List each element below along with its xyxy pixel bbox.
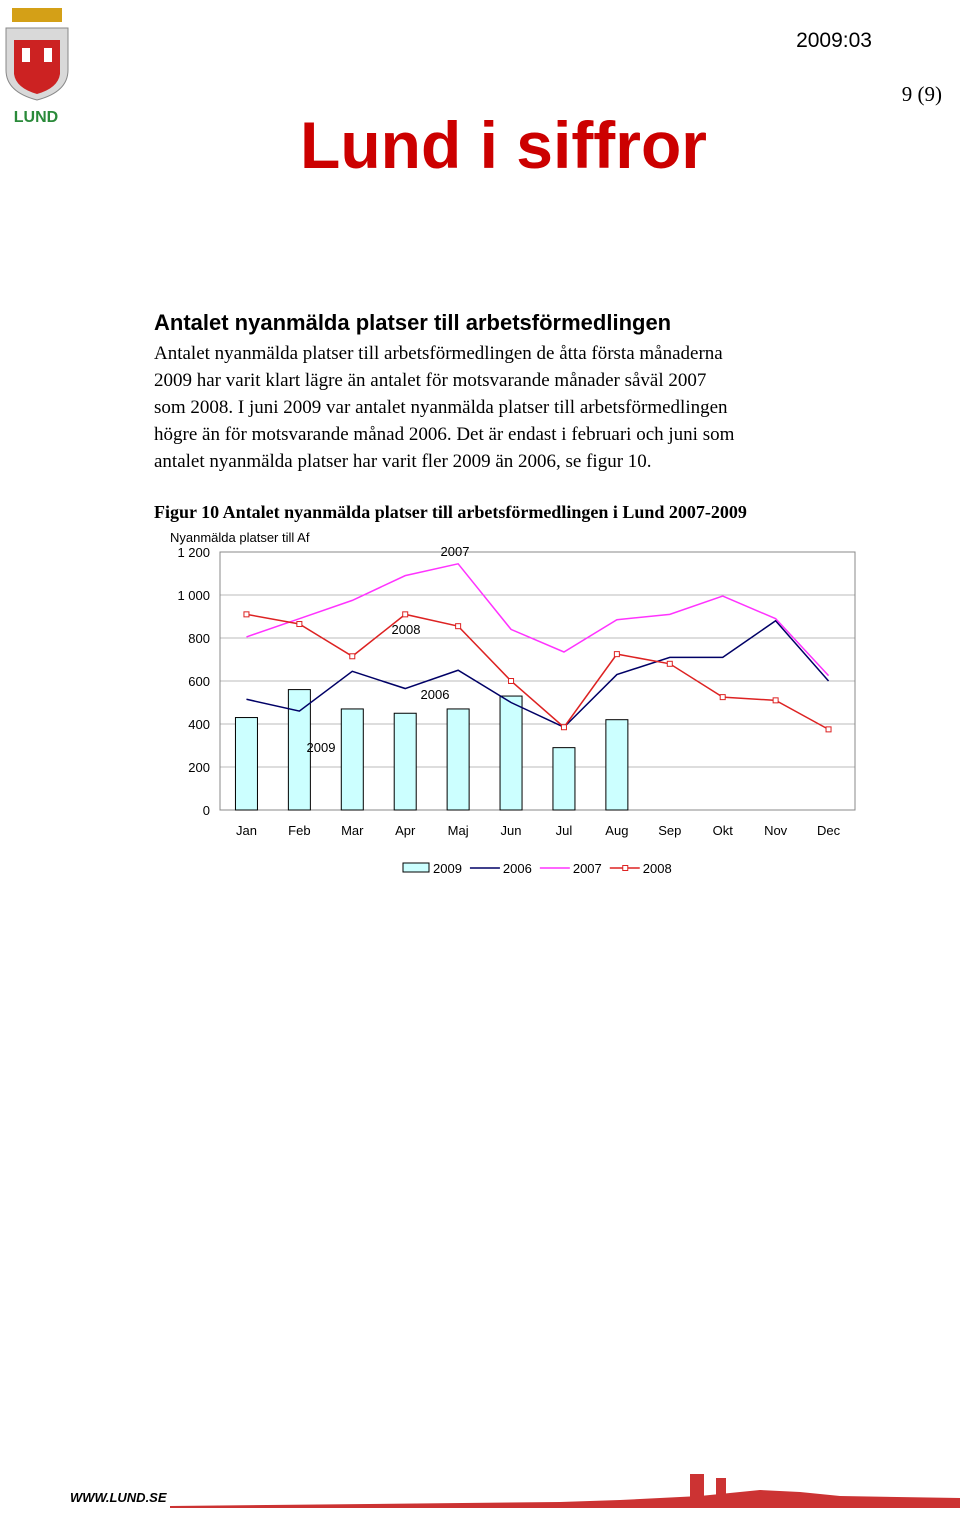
legend-marker [622, 865, 629, 871]
x-tick-label: Nov [764, 823, 788, 838]
chart: 0 200 400 600 800 1 000 1 200 Jan Feb Mar Apr Maj Ju… [177, 544, 856, 876]
bar [499, 695, 523, 811]
y-tick-label: 200 [188, 760, 210, 775]
marker [296, 621, 303, 628]
line-series [246, 619, 830, 729]
marker [508, 678, 515, 684]
x-tick-label: Apr [395, 823, 416, 838]
report-code: 2009:03 [796, 29, 872, 52]
y-tick-label: 1 000 [177, 588, 210, 603]
legend-label: 2008 [643, 861, 672, 876]
body-line: 2009 har varit klart lägre än antalet fö… [154, 370, 706, 391]
section-heading: Antalet nyanmälda platser till arbetsför… [154, 310, 671, 335]
x-tick-label: Jun [501, 823, 522, 838]
line-series [246, 613, 829, 731]
x-tick-label: Mar [341, 823, 364, 838]
x-tick-label: Jan [236, 823, 257, 838]
marker [613, 651, 620, 658]
legend-label: 2007 [573, 861, 602, 876]
logo: LUND [5, 8, 69, 126]
x-tick-label: Feb [288, 823, 310, 838]
x-tick-label: Aug [605, 823, 628, 838]
body-text: Antalet nyanmälda platser till arbetsför… [154, 343, 735, 472]
footer: WWW.LUND.SE [70, 1474, 960, 1508]
footer-url: WWW.LUND.SE [70, 1490, 167, 1505]
marker [349, 653, 356, 660]
y-tick-label: 1 200 [177, 545, 210, 560]
page-number: 9 (9) [902, 82, 942, 106]
chart-annotation: 2007 [441, 544, 470, 559]
y-tick-label: 0 [203, 803, 210, 818]
marker [666, 660, 673, 667]
marker [560, 724, 567, 731]
body-line: som 2008. I juni 2009 var antalet nyanmä… [154, 397, 728, 418]
bar [605, 719, 629, 811]
bar [446, 708, 470, 811]
page-title: Lund i siffror [300, 108, 707, 182]
legend-label: 2009 [433, 861, 462, 876]
marker [243, 611, 250, 618]
bar [287, 689, 311, 811]
line-series [246, 562, 830, 677]
bar [340, 708, 364, 811]
marker [825, 726, 832, 733]
chart-annotation: 2008 [392, 622, 421, 637]
chart-annotation: 2009 [307, 740, 336, 755]
marker [402, 611, 409, 618]
marker [772, 697, 779, 704]
y-axis-label: Nyanmälda platser till Af [170, 530, 310, 545]
logo-text: LUND [14, 109, 58, 126]
chart-annotation: 2006 [421, 687, 450, 702]
x-tick-label: Sep [658, 823, 681, 838]
legend-swatch [402, 862, 430, 873]
bar [552, 747, 576, 811]
figure-caption: Figur 10 Antalet nyanmälda platser till … [154, 502, 747, 522]
y-tick-label: 800 [188, 631, 210, 646]
marker [719, 694, 726, 701]
body-line: Antalet nyanmälda platser till arbetsför… [154, 343, 723, 364]
bar [234, 717, 258, 811]
body-line: antalet nyanmälda platser har varit fler… [154, 451, 652, 472]
legend-label: 2006 [503, 861, 532, 876]
marker [455, 623, 462, 630]
plot-frame [219, 551, 856, 811]
y-tick-label: 400 [188, 717, 210, 732]
x-tick-label: Maj [448, 823, 469, 838]
body-line: högre än för motsvarande månad 2006. Det… [154, 424, 735, 445]
y-tick-label: 600 [188, 674, 210, 689]
x-tick-label: Dec [817, 823, 841, 838]
bar [393, 712, 417, 811]
x-tick-label: Jul [556, 823, 573, 838]
x-tick-label: Okt [713, 823, 734, 838]
